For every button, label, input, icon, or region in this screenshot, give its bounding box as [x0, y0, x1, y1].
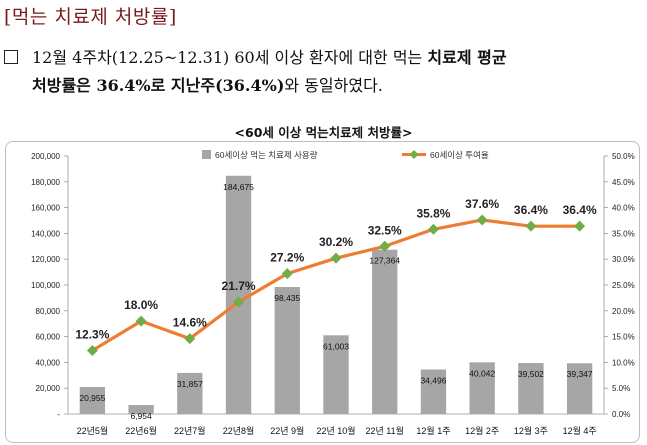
summary-paragraph: 12월 4주차(12.25~12.31) 60세 이상 환자에 대한 먹는 치료… — [4, 44, 644, 100]
x-tick-label: 12월 2주 — [465, 425, 499, 436]
bar-value-label: 184,675 — [223, 182, 254, 192]
chart-container: - 20,000 40,000 60,000 80,000 100,000 120,000 1… — [5, 141, 640, 443]
rate-point — [281, 268, 293, 280]
rate-value-label: 37.6% — [465, 197, 499, 211]
legend-bar-label: 60세이상 먹는 치료제 사용량 — [215, 150, 318, 160]
y-right-tick-label: 40.0% — [612, 204, 635, 213]
y-right-tick-label: 35.0% — [612, 229, 635, 238]
bar-value-label: 34,496 — [420, 376, 446, 386]
rate-value-label: 35.8% — [416, 206, 450, 220]
x-tick-label: 12월 1주 — [416, 425, 450, 436]
rate-point — [184, 333, 196, 345]
rate-point — [427, 223, 439, 235]
y-right-tick-label: 45.0% — [612, 178, 635, 187]
y-left-tick-label: 200,000 — [31, 152, 60, 161]
paragraph-part4: 와 동일하였다. — [284, 76, 383, 95]
bar-value-label: 39,347 — [567, 369, 593, 379]
legend-line-label: 60세이상 투여율 — [430, 150, 489, 160]
rate-point — [525, 220, 537, 232]
y-left-tick-label: - — [57, 410, 60, 419]
rate-point — [476, 214, 488, 226]
y-left-tick-label: 40,000 — [36, 358, 61, 367]
rate-value-label: 32.5% — [368, 223, 402, 237]
bar-value-label: 39,502 — [518, 369, 544, 379]
x-tick-label: 12월 3주 — [514, 425, 548, 436]
y-left-tick-label: 120,000 — [31, 255, 60, 264]
y-right-tick-label: 10.0% — [612, 358, 635, 367]
chart-title: <60세 이상 먹는치료제 처방률> — [234, 125, 413, 140]
y-left-tick-label: 160,000 — [31, 204, 60, 213]
bar — [323, 335, 349, 414]
paragraph-part2: 치료제 평균 — [427, 48, 507, 67]
bar — [469, 362, 495, 414]
rate-point — [379, 240, 391, 252]
rate-point — [233, 296, 245, 308]
bar-value-label: 20,955 — [79, 393, 105, 403]
x-tick-label: 12월 4주 — [563, 425, 597, 436]
bar-value-label: 40,042 — [469, 368, 495, 378]
paragraph-part1: 12월 4주차(12.25~12.31) 60세 이상 환자에 대한 먹는 — [32, 48, 428, 67]
rate-value-label: 30.2% — [319, 235, 353, 249]
rate-value-label: 12.3% — [75, 328, 109, 342]
rate-value-label: 14.6% — [173, 316, 207, 330]
x-tick-label: 22년 11월 — [366, 425, 404, 436]
bar-value-label: 61,003 — [323, 341, 349, 351]
x-tick-label: 22년5월 — [77, 425, 109, 436]
paragraph-part3: 처방률은 36.4%로 지난주(36.4%) — [32, 76, 285, 95]
legend-line-marker — [409, 150, 419, 159]
bar — [566, 363, 593, 414]
y-left-tick-label: 180,000 — [31, 178, 60, 187]
y-right-tick-label: 50.0% — [612, 152, 635, 161]
section-title: [먹는 치료제 처방률] — [4, 6, 177, 28]
y-left-tick-label: 80,000 — [36, 307, 61, 316]
x-tick-label: 22년8월 — [223, 425, 255, 436]
bar — [372, 249, 398, 414]
y-left-tick-label: 20,000 — [36, 384, 61, 393]
x-tick-label: 22년6월 — [125, 425, 157, 436]
rate-value-label: 18.0% — [124, 298, 158, 312]
checkbox-bullet-icon — [4, 50, 18, 64]
x-tick-label: 22년7월 — [174, 425, 206, 436]
bar — [518, 363, 544, 414]
rate-value-label: 21.7% — [222, 279, 256, 293]
rate-value-label: 36.4% — [514, 203, 548, 217]
rate-point — [86, 345, 98, 357]
rate-value-label: 36.4% — [563, 203, 597, 217]
x-tick-label: 22년 10월 — [316, 425, 355, 436]
bar-value-label: 127,364 — [369, 256, 400, 266]
rate-point — [135, 315, 147, 327]
bar — [79, 386, 106, 414]
rate-point — [574, 220, 586, 232]
combo-chart: - 20,000 40,000 60,000 80,000 100,000 120,000 1… — [31, 150, 635, 436]
y-right-tick-label: 15.0% — [612, 333, 635, 342]
rate-point — [330, 252, 342, 264]
bar — [128, 405, 154, 414]
legend-bar-swatch — [202, 150, 211, 159]
y-left-tick-label: 100,000 — [31, 281, 60, 290]
rate-value-label: 27.2% — [270, 251, 304, 265]
bar-value-label: 98,435 — [274, 293, 300, 303]
x-tick-label: 22년 9월 — [270, 425, 304, 436]
y-left-tick-label: 60,000 — [36, 333, 61, 342]
y-right-tick-label: 0.0% — [612, 410, 630, 419]
y-right-tick-label: 30.0% — [612, 255, 635, 264]
bar-value-label: 6,954 — [130, 411, 152, 421]
y-right-tick-label: 25.0% — [612, 281, 635, 290]
y-right-tick-label: 20.0% — [612, 307, 635, 316]
bar — [177, 372, 203, 414]
bar — [420, 369, 447, 414]
bar — [225, 175, 252, 414]
bar-value-label: 31,857 — [177, 379, 203, 389]
y-left-tick-label: 140,000 — [31, 229, 60, 238]
y-right-tick-label: 5.0% — [612, 384, 630, 393]
bar — [274, 287, 300, 414]
